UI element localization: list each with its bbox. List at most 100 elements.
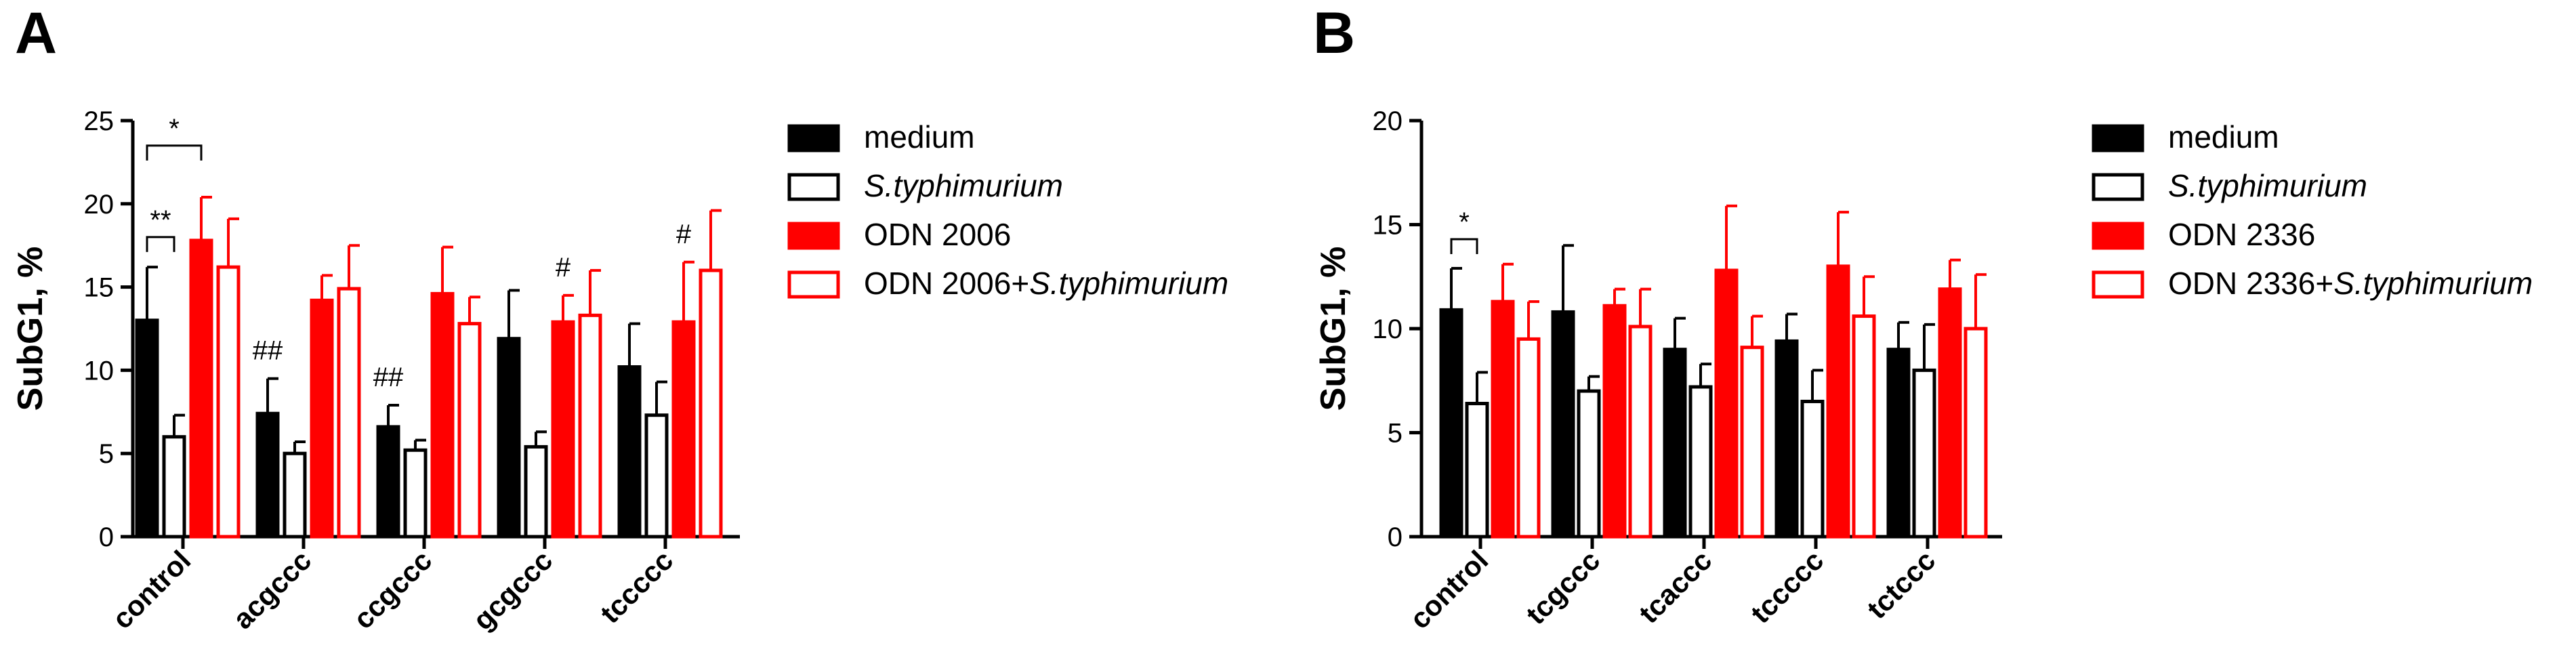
significance-label: ** bbox=[150, 205, 171, 235]
bar-b-tcgccc-s0 bbox=[1551, 310, 1575, 539]
legend-entry: medium bbox=[864, 119, 975, 154]
legend-entry: ODN 2336 bbox=[2168, 217, 2315, 252]
bar-b-tcaccc-s2 bbox=[1714, 268, 1739, 539]
category-label: tcgccc bbox=[1520, 544, 1606, 630]
bar-b-tccccc-s0 bbox=[1774, 339, 1799, 539]
legend-swatch bbox=[787, 173, 840, 201]
bar-b-tctccc-s3 bbox=[1964, 327, 1988, 539]
category-label: tccccc bbox=[594, 544, 680, 630]
y-tick-label: 10 bbox=[1373, 314, 1403, 344]
bar-a-tccccc-s2 bbox=[671, 320, 696, 539]
significance-label: ## bbox=[253, 336, 283, 366]
significance-label: * bbox=[169, 114, 180, 144]
legend-text-plain: ODN 2336 bbox=[2168, 217, 2315, 252]
bar-a-control-s1 bbox=[162, 435, 186, 539]
legend-text-plain: medium bbox=[2168, 119, 2279, 154]
bar-b-tcgccc-s3 bbox=[1628, 325, 1653, 539]
bar-b-control-s3 bbox=[1516, 337, 1541, 539]
bar-b-tcaccc-s0 bbox=[1663, 348, 1687, 539]
bar-b-control-s0 bbox=[1439, 308, 1463, 539]
bar-b-tcaccc-s1 bbox=[1688, 385, 1713, 539]
bar-a-control-s0 bbox=[135, 318, 159, 539]
significance-label: # bbox=[556, 253, 571, 283]
legend-entry: ODN 2006+S.typhimurium bbox=[864, 266, 1228, 301]
bar-b-tcgccc-s1 bbox=[1577, 389, 1601, 539]
bar-b-tccccc-s1 bbox=[1800, 399, 1825, 539]
bar-a-acgccc-s3 bbox=[337, 287, 361, 539]
legend-text-plain: ODN 2006+ bbox=[864, 266, 1029, 301]
legend-text-italic: S.typhimurium bbox=[2333, 266, 2533, 301]
legend-text-italic: S.typhimurium bbox=[1029, 266, 1228, 301]
legend-swatch bbox=[787, 222, 840, 250]
legend-entry: ODN 2336+S.typhimurium bbox=[2168, 266, 2533, 301]
bar-a-control-s2 bbox=[189, 239, 213, 539]
bar-a-ccgccc-s2 bbox=[430, 291, 455, 539]
category-label: ccgccc bbox=[347, 544, 438, 635]
category-label: tccccc bbox=[1745, 544, 1830, 630]
bar-b-tccccc-s3 bbox=[1852, 314, 1876, 539]
bar-b-tcgccc-s2 bbox=[1602, 304, 1627, 539]
y-tick-label: 0 bbox=[99, 522, 114, 552]
bar-a-acgccc-s0 bbox=[255, 411, 280, 539]
y-axis-title: SubG1, % bbox=[11, 247, 50, 411]
y-tick-label: 20 bbox=[84, 190, 115, 220]
category-label: control bbox=[106, 544, 196, 635]
significance-label: # bbox=[676, 220, 692, 249]
bar-a-gcgccc-s1 bbox=[524, 445, 548, 539]
bar-b-tctccc-s0 bbox=[1886, 348, 1911, 539]
significance-bracket bbox=[146, 236, 175, 252]
bar-a-ccgccc-s0 bbox=[376, 425, 400, 539]
legend-entry: S.typhimurium bbox=[864, 168, 1063, 203]
significance-label: * bbox=[1459, 207, 1470, 237]
y-tick-label: 20 bbox=[1373, 106, 1403, 136]
bar-a-tccccc-s1 bbox=[644, 413, 669, 539]
legend-text-plain: ODN 2006 bbox=[864, 217, 1011, 252]
legend-swatch bbox=[2092, 270, 2144, 299]
legend-entry: ODN 2006 bbox=[864, 217, 1011, 252]
legend-swatch bbox=[2092, 222, 2144, 250]
category-label: tctccc bbox=[1861, 544, 1941, 625]
bar-a-ccgccc-s3 bbox=[457, 322, 482, 539]
legend-swatch bbox=[787, 124, 840, 152]
y-tick-label: 5 bbox=[99, 439, 114, 469]
bar-b-tcaccc-s3 bbox=[1740, 346, 1764, 539]
bar-b-control-s2 bbox=[1491, 300, 1515, 539]
category-label: tcaccc bbox=[1633, 544, 1718, 630]
bar-b-tctccc-s2 bbox=[1938, 287, 1962, 539]
panel-letter: A bbox=[15, 1, 57, 66]
bar-a-acgccc-s2 bbox=[310, 298, 334, 539]
bar-a-gcgccc-s0 bbox=[497, 337, 521, 539]
y-tick-label: 5 bbox=[1388, 419, 1403, 449]
bar-a-gcgccc-s3 bbox=[578, 313, 602, 539]
significance-bracket bbox=[146, 144, 203, 161]
category-label: control bbox=[1403, 544, 1494, 635]
bar-a-acgccc-s1 bbox=[283, 451, 307, 539]
category-label: acgccc bbox=[226, 544, 317, 635]
legend-entry: medium bbox=[2168, 119, 2279, 154]
bar-a-control-s3 bbox=[216, 265, 241, 539]
bar-a-tccccc-s3 bbox=[699, 268, 723, 539]
y-tick-label: 25 bbox=[84, 106, 115, 136]
bar-b-tccccc-s2 bbox=[1826, 264, 1850, 539]
bar-b-control-s1 bbox=[1465, 402, 1489, 539]
legend-entry: S.typhimurium bbox=[2168, 168, 2367, 203]
bar-a-ccgccc-s1 bbox=[403, 448, 428, 539]
y-tick-label: 10 bbox=[84, 356, 115, 386]
legend-swatch bbox=[2092, 124, 2144, 152]
significance-bracket bbox=[1450, 238, 1478, 254]
significance-label: ## bbox=[373, 363, 404, 392]
y-axis-title: SubG1, % bbox=[1314, 247, 1353, 411]
bar-a-gcgccc-s2 bbox=[551, 320, 575, 539]
legend-text-italic: S.typhimurium bbox=[2168, 168, 2367, 203]
y-tick-label: 0 bbox=[1388, 522, 1403, 552]
y-tick-label: 15 bbox=[84, 273, 115, 303]
bar-a-tccccc-s0 bbox=[617, 365, 642, 539]
legend-text-plain: medium bbox=[864, 119, 975, 154]
panel-a: A 0 5 10 15 20 25 SubG1, % control acgccc ccgccc gc… bbox=[11, 1, 1228, 636]
legend-swatch bbox=[2092, 173, 2144, 201]
panel-letter: B bbox=[1313, 1, 1355, 66]
panel-b: B 0 5 10 15 20 SubG1, % control tcgccc tcaccc tccc… bbox=[1313, 1, 2533, 635]
legend-swatch bbox=[787, 270, 840, 299]
legend-text-plain: ODN 2336+ bbox=[2168, 266, 2333, 301]
